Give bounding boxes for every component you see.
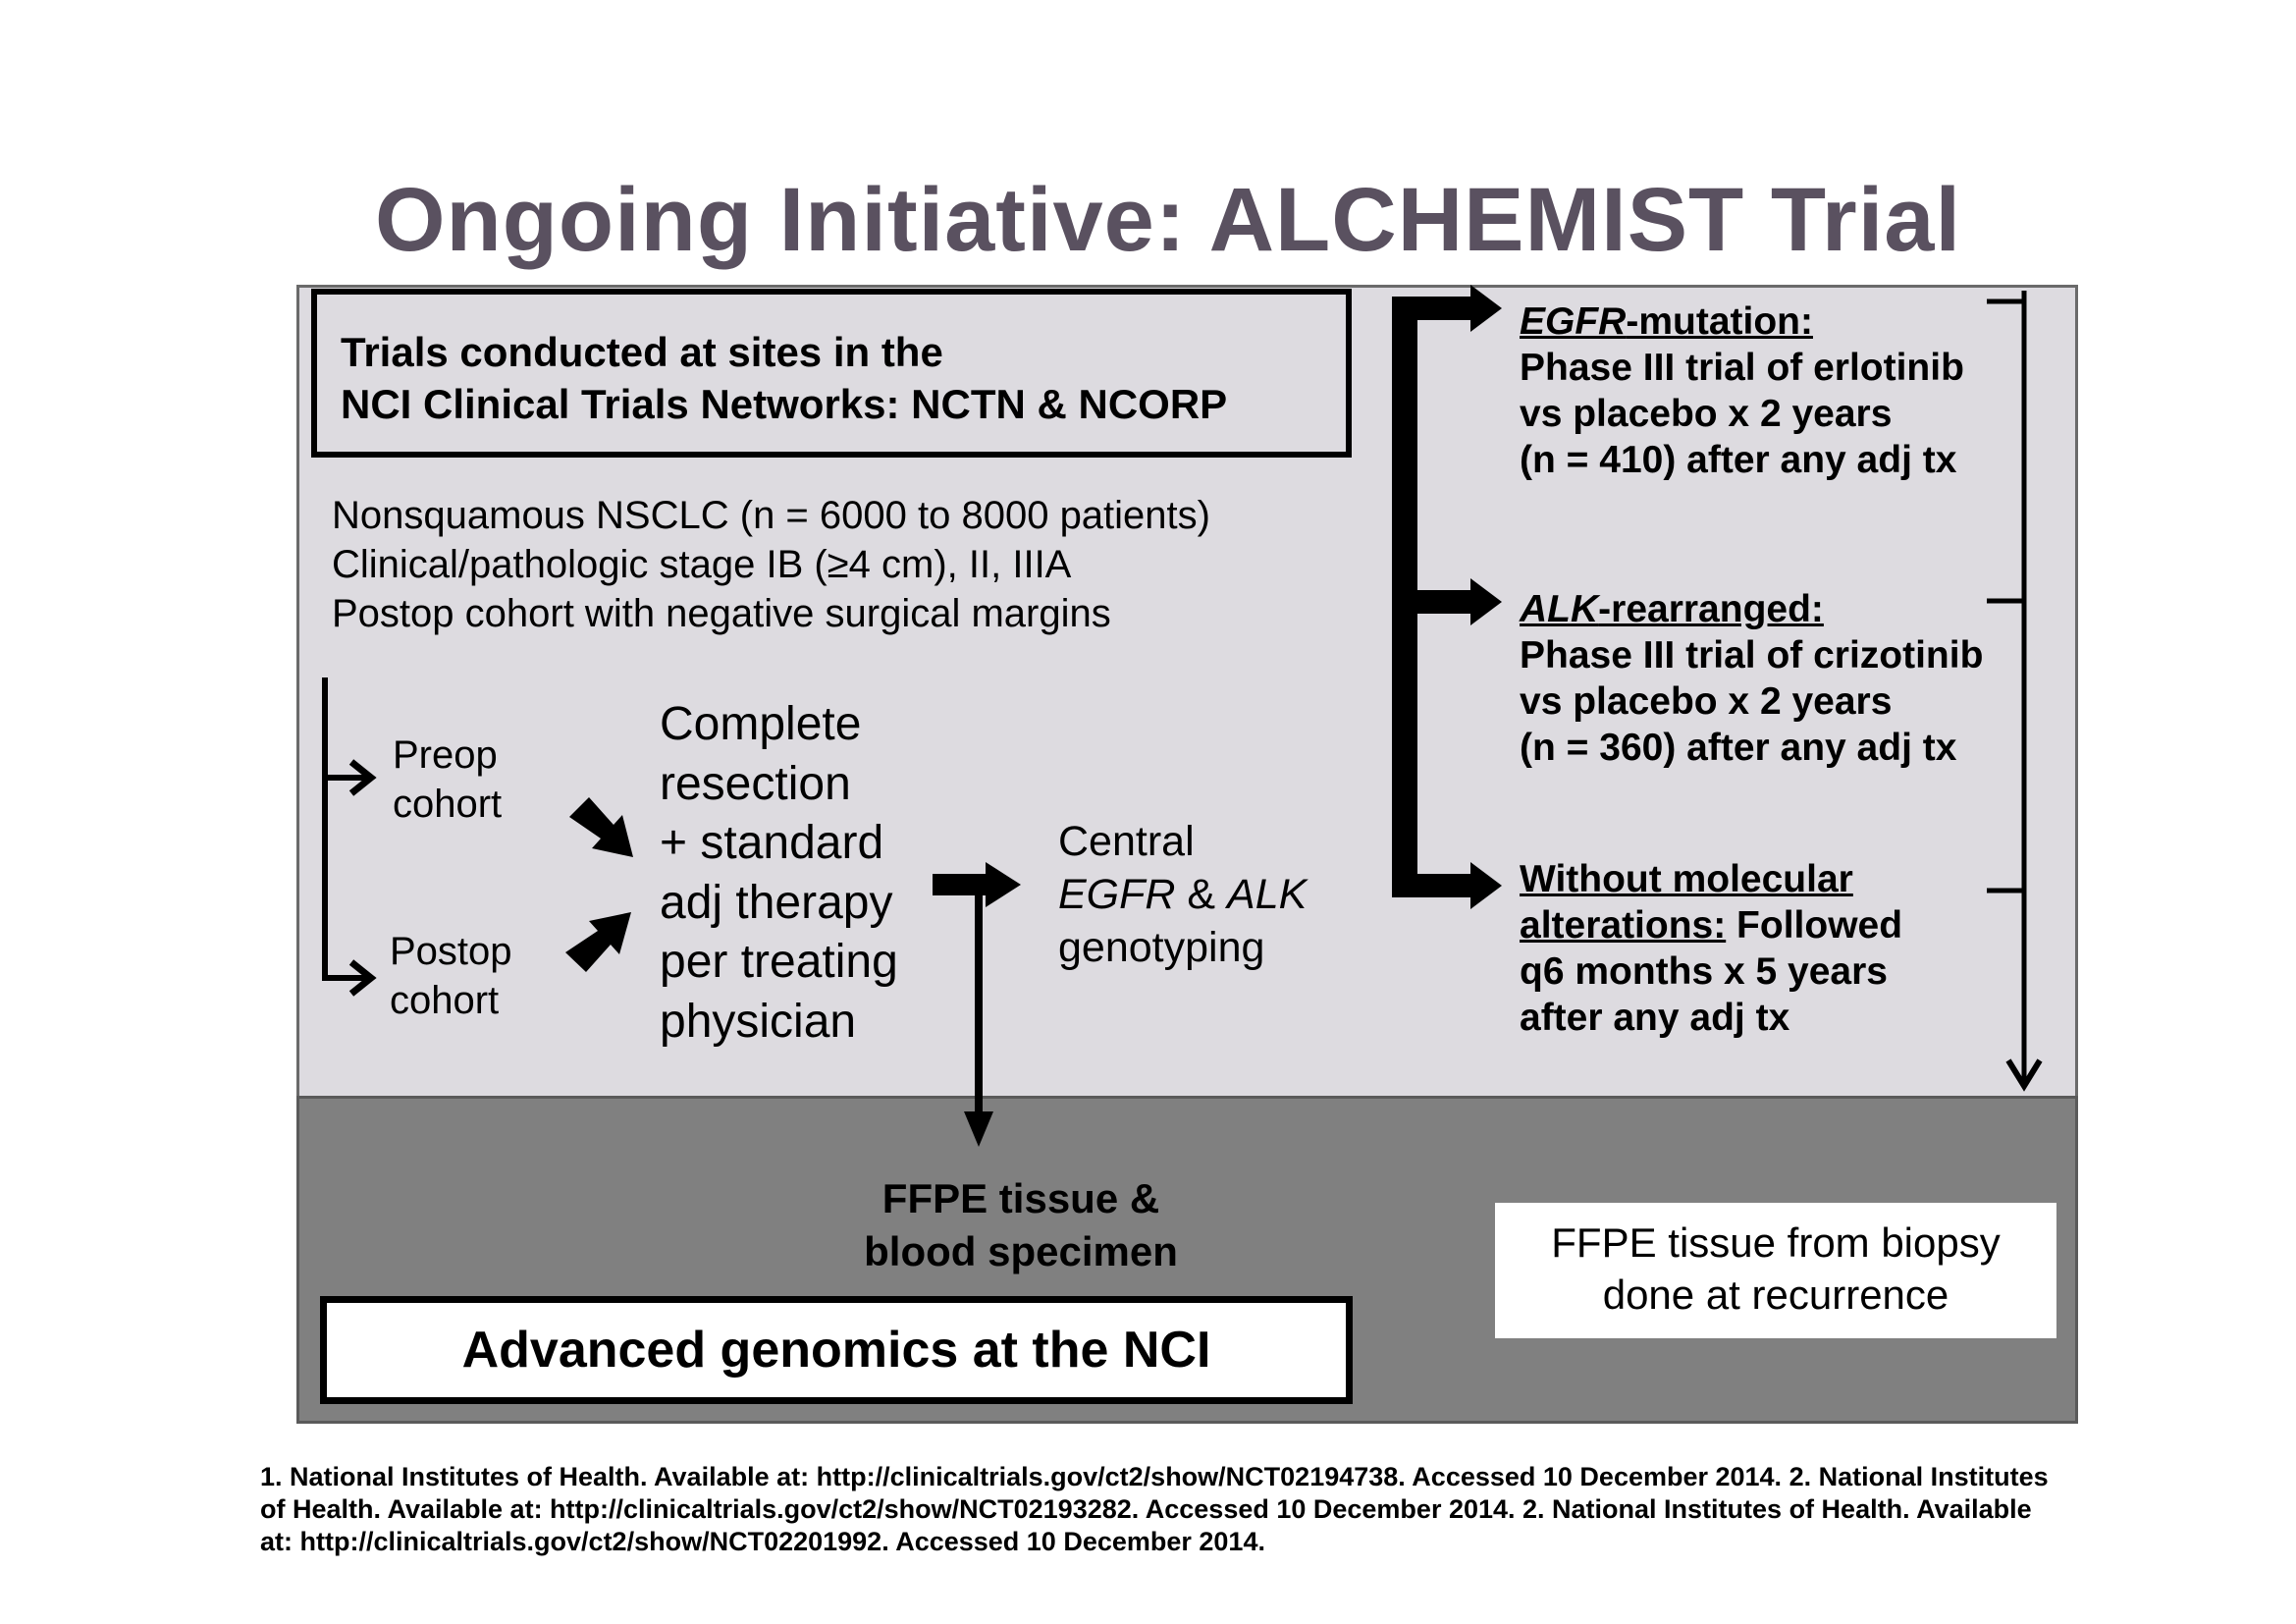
- alk-gene: ALK: [1227, 871, 1308, 918]
- genotyping-line: genotyping: [1058, 924, 1265, 971]
- criteria-line: Clinical/pathologic stage IB (≥4 cm), II…: [332, 543, 1072, 586]
- sites-line-2: NCI Clinical Trials Networks: NCTN & NCO…: [341, 381, 1228, 427]
- nomol-line: after any adj tx: [1520, 997, 1790, 1039]
- alk-heading-gene: ALK: [1520, 588, 1599, 630]
- genotyping-genes: EGFR & ALK: [1058, 868, 1307, 921]
- egfr-heading-gene: EGFR: [1520, 300, 1627, 343]
- postop-to-resection-arrow: [565, 912, 631, 972]
- egfr-line: Phase III trial of erlotinib: [1520, 347, 1964, 389]
- ffpe-specimen-label: FFPE tissue & blood specimen: [805, 1172, 1237, 1278]
- reference-line: at: http://clinicaltrials.gov/ct2/show/N…: [260, 1527, 1265, 1556]
- biopsy-box: FFPE tissue from biopsy done at recurren…: [1495, 1203, 2056, 1338]
- nomol-line: q6 months x 5 years: [1520, 950, 1888, 993]
- ffpe-line: blood specimen: [864, 1228, 1178, 1274]
- biopsy-line: FFPE tissue from biopsy: [1551, 1219, 2001, 1266]
- cohort-bracket-arrow: [322, 677, 377, 997]
- resection-line: per treating: [660, 936, 898, 988]
- resection-line: + standard: [660, 817, 884, 869]
- criteria-line: Nonsquamous NSCLC (n = 6000 to 8000 pati…: [332, 494, 1210, 537]
- sites-box: Trials conducted at sites in the NCI Cli…: [311, 289, 1352, 458]
- egfr-line: (n = 410) after any adj tx: [1520, 439, 1957, 481]
- alk-heading: ALK-rearranged:: [1520, 586, 1983, 632]
- eligibility-criteria: Nonsquamous NSCLC (n = 6000 to 8000 pati…: [332, 491, 1210, 638]
- follow-up-timeline-arrow: [1987, 291, 2043, 1092]
- no-molecular-alterations-branch: Without molecular alterations: Followed …: [1520, 856, 1902, 1041]
- preop-line: cohort: [393, 783, 503, 826]
- alk-line: (n = 360) after any adj tx: [1520, 727, 1957, 769]
- references: 1. National Institutes of Health. Availa…: [260, 1461, 2125, 1558]
- resection-line: adj therapy: [660, 876, 893, 929]
- alk-branch: ALK-rearranged: Phase III trial of crizo…: [1520, 586, 1983, 771]
- resection-line: resection: [660, 757, 851, 810]
- resection-to-genotyping-arrow: [933, 862, 1021, 1147]
- preop-cohort-label: Preop cohort: [393, 731, 502, 829]
- criteria-line: Postop cohort with negative surgical mar…: [332, 592, 1111, 635]
- egfr-heading: EGFR-mutation:: [1520, 298, 1964, 345]
- nomol-heading-underlined: alterations:: [1520, 904, 1727, 947]
- alk-line: vs placebo x 2 years: [1520, 680, 1893, 723]
- preop-line: Preop: [393, 733, 498, 777]
- postop-line: cohort: [390, 979, 500, 1022]
- egfr-line: vs placebo x 2 years: [1520, 393, 1893, 435]
- sites-line-1: Trials conducted at sites in the: [341, 329, 943, 375]
- page-title: Ongoing Initiative: ALCHEMIST Trial: [374, 170, 1962, 270]
- resection-step: Complete resection + standard adj therap…: [660, 695, 898, 1052]
- branch-bracket-arrow: [1392, 285, 1502, 909]
- resection-line: Complete: [660, 698, 862, 750]
- genomics-box: Advanced genomics at the NCI: [320, 1296, 1353, 1404]
- genotyping-line: Central: [1058, 818, 1195, 865]
- biopsy-line: done at recurrence: [1602, 1272, 1949, 1318]
- preop-to-resection-arrow: [569, 797, 633, 857]
- alk-heading-rest: -rearranged:: [1598, 588, 1824, 630]
- resection-line: physician: [660, 995, 857, 1048]
- egfr-branch: EGFR-mutation: Phase III trial of erloti…: [1520, 298, 1964, 483]
- nomol-heading: Without molecular: [1520, 858, 1853, 900]
- ffpe-line: FFPE tissue &: [881, 1175, 1160, 1221]
- egfr-gene: EGFR: [1058, 871, 1176, 918]
- ampersand: &: [1175, 871, 1228, 918]
- nomol-heading-rest: Followed: [1726, 904, 1903, 947]
- reference-line: 1. National Institutes of Health. Availa…: [260, 1462, 2049, 1491]
- postop-line: Postop: [390, 930, 512, 973]
- egfr-heading-rest: -mutation:: [1626, 300, 1813, 343]
- alk-line: Phase III trial of crizotinib: [1520, 634, 1984, 677]
- reference-line: of Health. Available at: http://clinical…: [260, 1494, 2032, 1524]
- nomol-heading-2: alterations: Followed: [1520, 902, 1902, 948]
- postop-cohort-label: Postop cohort: [390, 927, 512, 1025]
- genotyping-step: Central EGFR & ALK genotyping: [1058, 815, 1307, 974]
